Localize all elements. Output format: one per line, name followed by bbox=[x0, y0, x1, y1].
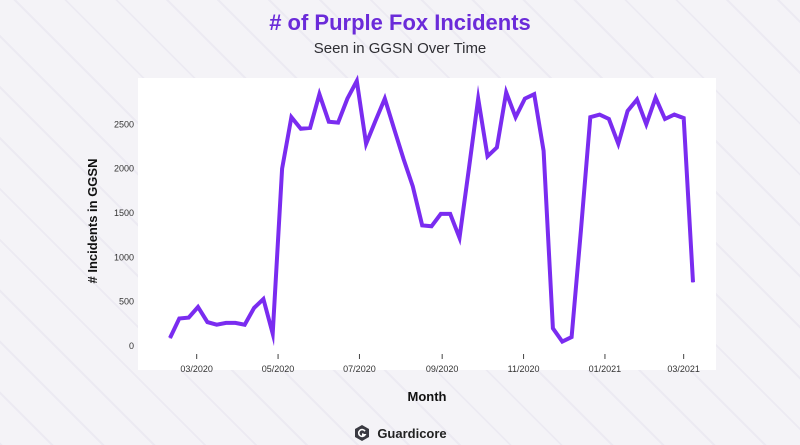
data-point bbox=[655, 97, 657, 99]
data-point bbox=[216, 324, 218, 326]
data-point bbox=[384, 98, 386, 100]
data-point bbox=[225, 322, 227, 324]
x-axis-label: Month bbox=[408, 389, 447, 404]
x-tick-label: 11/2020 bbox=[508, 364, 540, 374]
data-point bbox=[262, 298, 264, 300]
data-point bbox=[393, 128, 395, 130]
data-point bbox=[608, 118, 610, 120]
data-point bbox=[440, 213, 442, 215]
data-point bbox=[234, 322, 236, 324]
data-point bbox=[290, 116, 292, 118]
y-tick-label: 1500 bbox=[114, 208, 134, 218]
data-point bbox=[421, 224, 423, 226]
y-tick-label: 500 bbox=[119, 297, 134, 307]
data-point bbox=[375, 120, 376, 122]
chart-title: # of Purple Fox Incidents bbox=[269, 10, 531, 35]
series-line bbox=[168, 74, 695, 347]
data-point bbox=[188, 317, 190, 319]
y-tick-label: 2000 bbox=[114, 164, 134, 174]
brand-footer: Guardicore bbox=[0, 424, 800, 442]
data-point bbox=[543, 150, 545, 152]
data-point bbox=[599, 114, 601, 116]
data-point bbox=[673, 114, 675, 116]
data-point bbox=[318, 93, 320, 95]
data-point bbox=[365, 143, 367, 145]
data-point bbox=[533, 93, 535, 95]
data-point bbox=[468, 168, 470, 170]
data-point bbox=[300, 128, 302, 130]
brand-name: Guardicore bbox=[377, 425, 447, 441]
y-tick-label: 0 bbox=[129, 341, 134, 351]
y-axis-label: # Incidents in GGSN bbox=[85, 159, 100, 284]
data-point bbox=[272, 333, 274, 335]
data-point bbox=[617, 143, 619, 145]
data-point bbox=[197, 306, 199, 308]
x-tick-label: 03/2020 bbox=[180, 364, 213, 374]
y-tick-label: 1000 bbox=[114, 252, 134, 262]
data-point bbox=[412, 185, 414, 187]
data-point bbox=[253, 307, 255, 309]
y-tick-label: 2500 bbox=[114, 119, 134, 129]
data-point bbox=[589, 116, 591, 118]
data-point bbox=[496, 146, 498, 148]
x-tick-label: 05/2020 bbox=[262, 364, 295, 374]
data-point bbox=[431, 225, 432, 227]
data-point bbox=[627, 110, 629, 112]
data-point bbox=[645, 123, 647, 125]
data-point bbox=[636, 99, 638, 100]
data-point bbox=[692, 281, 694, 283]
data-point bbox=[309, 127, 311, 129]
data-point bbox=[515, 116, 517, 118]
data-point bbox=[487, 155, 488, 157]
data-point bbox=[178, 318, 180, 319]
data-point bbox=[580, 230, 582, 232]
data-point bbox=[206, 321, 208, 323]
data-point bbox=[337, 122, 339, 124]
x-tick-label: 03/2021 bbox=[667, 364, 700, 374]
data-point bbox=[244, 324, 246, 326]
data-point bbox=[571, 336, 573, 338]
x-tick-label: 01/2021 bbox=[589, 364, 622, 374]
data-point bbox=[477, 98, 479, 100]
data-point bbox=[524, 98, 526, 100]
chart-subtitle: Seen in GGSN Over Time bbox=[313, 40, 487, 57]
x-tick-label: 09/2020 bbox=[426, 364, 459, 374]
data-point bbox=[403, 158, 404, 160]
data-point bbox=[169, 337, 171, 339]
data-point bbox=[505, 91, 507, 93]
x-tick-label: 07/2020 bbox=[343, 364, 376, 374]
data-point bbox=[449, 213, 451, 215]
data-point bbox=[561, 341, 563, 343]
data-point bbox=[281, 168, 283, 170]
data-point bbox=[459, 237, 460, 239]
data-point bbox=[683, 117, 685, 119]
data-point bbox=[552, 327, 554, 329]
guardicore-logo-icon bbox=[355, 425, 370, 441]
data-point bbox=[328, 121, 330, 123]
data-point bbox=[664, 118, 666, 120]
data-point bbox=[346, 98, 348, 100]
data-point bbox=[356, 80, 358, 82]
